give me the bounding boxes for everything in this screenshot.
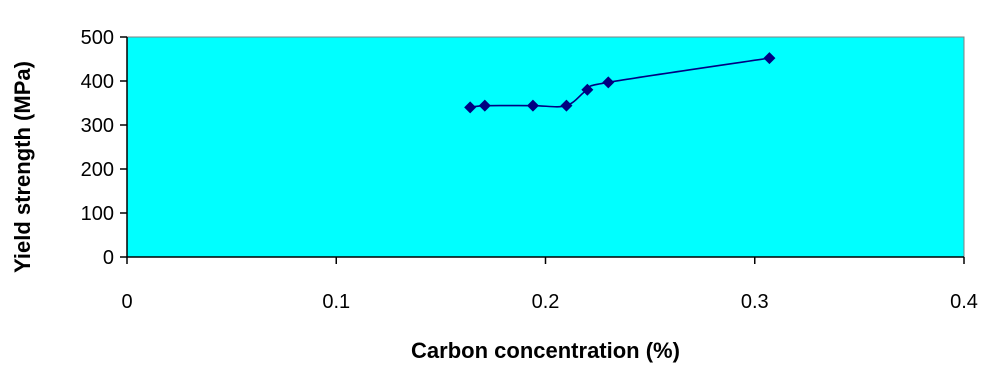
x-tick-label: 0.3 [741, 291, 769, 313]
series-markers [464, 52, 776, 114]
y-tick-label: 100 [81, 203, 114, 225]
data-point [560, 99, 573, 112]
y-axis: 0 100 200 300 400 500 [81, 27, 128, 269]
y-tick-label: 300 [81, 115, 114, 137]
data-point [464, 101, 477, 114]
data-point [581, 83, 594, 96]
x-axis-title: Carbon concentration (%) [411, 338, 680, 363]
x-tick-label: 0.2 [532, 291, 560, 313]
x-tick-label: 0 [121, 291, 132, 313]
data-point [526, 99, 539, 112]
y-tick-label: 0 [103, 247, 114, 269]
y-axis-title: Yield strength (MPa) [10, 61, 35, 273]
data-point [763, 52, 776, 65]
data-point [602, 76, 615, 89]
y-tick-label: 200 [81, 159, 114, 181]
x-tick-label: 0.4 [950, 291, 978, 313]
x-axis: 0 0.1 0.2 0.3 0.4 [121, 256, 978, 313]
plot-area [126, 36, 965, 258]
y-tick-label: 400 [81, 71, 114, 93]
x-tick-label: 0.1 [322, 291, 350, 313]
y-tick-label: 500 [81, 27, 114, 49]
data-point [478, 99, 491, 112]
